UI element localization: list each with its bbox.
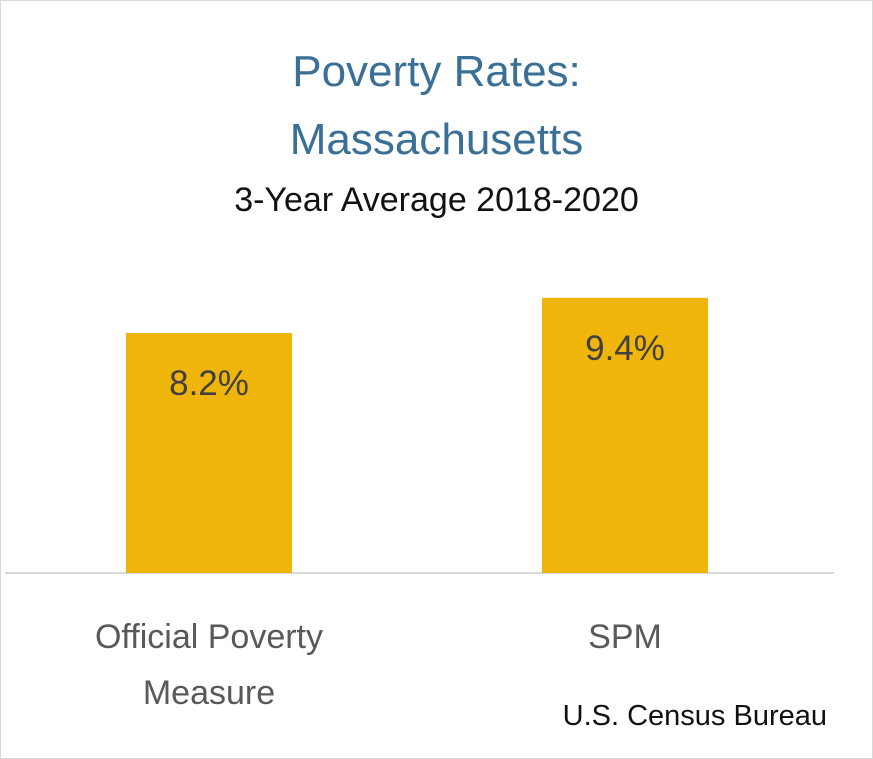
- source-note: U.S. Census Bureau: [562, 700, 827, 732]
- chart-title-line1: Poverty Rates:: [292, 47, 581, 96]
- data-label-1: 9.4%: [585, 329, 665, 368]
- chart-subtitle: 3-Year Average 2018-2020: [234, 181, 639, 219]
- chart-title-line2: Massachusetts: [289, 115, 584, 164]
- data-label-0: 8.2%: [169, 364, 249, 403]
- bar-1: [542, 297, 708, 573]
- x-tick-label-0-line-0: Official Poverty: [95, 618, 323, 656]
- bar-0: [126, 332, 292, 573]
- x-tick-label-0-line-1: Measure: [143, 674, 275, 712]
- x-tick-label-1-line-0: SPM: [588, 618, 662, 656]
